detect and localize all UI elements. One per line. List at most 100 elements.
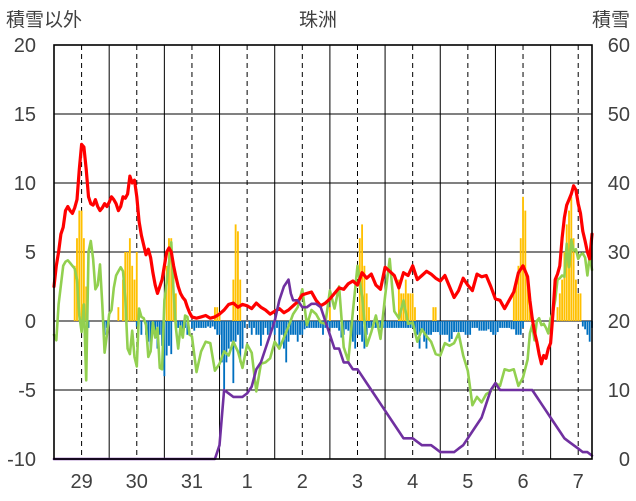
bar [308, 321, 311, 328]
bar [149, 321, 152, 349]
bar [409, 293, 412, 321]
bar [395, 321, 398, 328]
bar [250, 321, 253, 335]
y-axis-label-left: 積雪以外 [6, 9, 82, 31]
bar [280, 321, 283, 335]
bar [158, 321, 161, 335]
bar [262, 321, 265, 335]
bar [232, 321, 235, 384]
bar [273, 321, 276, 335]
bar [404, 321, 407, 328]
bar [457, 321, 460, 333]
bar [168, 321, 170, 346]
bar [586, 321, 589, 335]
bar [506, 321, 508, 328]
bar [200, 321, 203, 328]
bar [347, 321, 350, 331]
bar [296, 321, 299, 342]
x-tick-label: 2 [297, 471, 308, 493]
bar [558, 293, 561, 321]
y-tick-label-left: 10 [14, 173, 36, 195]
bar [365, 293, 368, 321]
bar [501, 321, 504, 328]
y-axis-label-right: 積雪 [592, 9, 630, 31]
x-tick-label: 29 [70, 471, 92, 493]
bar [402, 293, 405, 321]
bar [257, 321, 260, 335]
series-line [52, 238, 594, 407]
bar [483, 321, 485, 331]
x-tick-label: 5 [462, 471, 473, 493]
bar [492, 321, 495, 335]
bar [519, 321, 522, 335]
bar [225, 321, 228, 363]
bar [577, 293, 580, 321]
bar [434, 321, 437, 333]
bar [294, 321, 297, 335]
bar [126, 252, 129, 321]
bar [299, 321, 301, 335]
bar [432, 321, 435, 333]
bar [476, 321, 478, 328]
bar [434, 307, 437, 321]
bar [404, 279, 407, 321]
bar [471, 321, 474, 328]
bar [345, 321, 347, 330]
bar [351, 321, 354, 342]
bar [315, 321, 318, 328]
bar [147, 321, 150, 342]
y-tick-label-right: 40 [608, 173, 630, 195]
y-tick-label-right: 20 [608, 311, 630, 333]
bar [174, 293, 177, 321]
bar [368, 321, 370, 328]
series-line [52, 142, 594, 366]
bar [131, 265, 134, 321]
bar [287, 321, 290, 342]
bar [128, 238, 131, 321]
bar [400, 321, 403, 328]
bar [214, 321, 216, 330]
bar [186, 321, 189, 335]
bar [446, 321, 449, 335]
y-tick-label-left: 20 [14, 35, 36, 57]
bar [170, 238, 173, 321]
bar [278, 321, 281, 349]
bar [223, 321, 226, 390]
bar [218, 321, 221, 335]
x-tick-label: 31 [181, 471, 203, 493]
bar [397, 321, 400, 328]
bar [572, 238, 575, 321]
bar [234, 224, 237, 321]
bar [402, 321, 405, 328]
bar [579, 293, 582, 321]
bar [197, 321, 200, 328]
bar [322, 321, 324, 335]
bar [517, 321, 520, 335]
bar [122, 279, 124, 321]
bar [460, 321, 462, 333]
bar [473, 321, 476, 328]
bar [165, 265, 168, 321]
bar [363, 265, 366, 321]
bar [191, 321, 193, 328]
bar [508, 321, 511, 328]
y-tick-label-left: 5 [25, 242, 36, 264]
bar [522, 196, 524, 321]
bar [335, 321, 338, 328]
bar [365, 321, 368, 335]
bar [241, 321, 244, 349]
bar [301, 321, 304, 335]
bar [333, 321, 336, 328]
bar [214, 307, 216, 321]
bar [312, 321, 315, 328]
bar [448, 321, 451, 342]
x-tick-label: 6 [517, 471, 528, 493]
bar [237, 321, 239, 335]
y-tick-label-right: 0 [619, 449, 630, 471]
bar [154, 321, 157, 335]
bar [80, 210, 83, 321]
bar [181, 321, 184, 330]
bar [522, 321, 524, 328]
bar [193, 321, 196, 331]
bar [478, 321, 481, 331]
